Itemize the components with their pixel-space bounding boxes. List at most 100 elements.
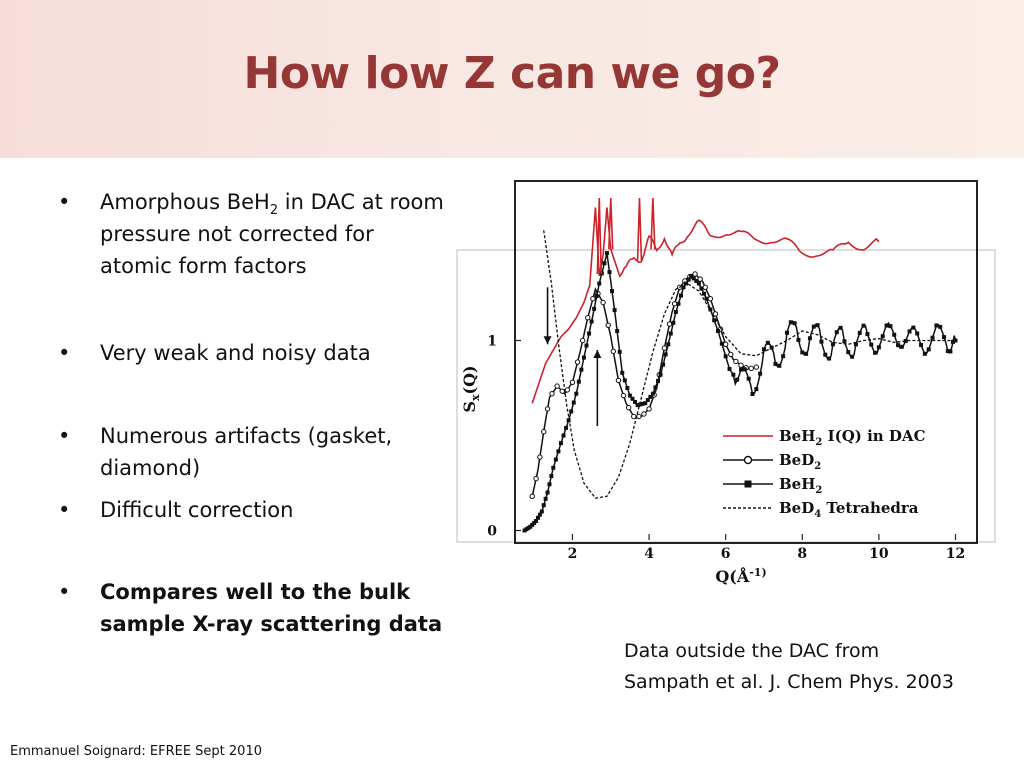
data-point — [541, 503, 546, 508]
x-tick-label: 6 — [721, 546, 731, 562]
legend-label-sub: 2 — [815, 437, 822, 448]
data-point — [733, 358, 739, 365]
data-point — [666, 321, 673, 327]
data-point — [627, 393, 632, 398]
data-point — [553, 457, 558, 462]
x-tick-label: 4 — [644, 546, 654, 562]
data-point — [712, 311, 719, 317]
legend-label: BeH2 — [779, 475, 822, 496]
data-point — [708, 307, 713, 312]
data-point — [748, 365, 754, 372]
data-point — [615, 377, 622, 384]
data-point — [597, 281, 602, 286]
y-axis-title-sub: x — [469, 394, 482, 401]
data-point — [815, 323, 820, 328]
data-point — [541, 429, 547, 435]
artifact-spike — [636, 197, 643, 261]
bullet-dot: • — [58, 341, 71, 365]
series-line-0 — [531, 207, 880, 404]
bullet-text: Very weak and noisy data — [100, 341, 371, 365]
legend-label-rest: I(Q) in DAC — [822, 427, 925, 445]
data-point — [869, 342, 874, 347]
data-point — [529, 493, 535, 499]
data-point — [888, 324, 893, 329]
data-point — [559, 388, 565, 394]
data-point — [823, 352, 828, 357]
artifact-spike — [650, 197, 656, 250]
data-point — [666, 342, 671, 347]
data-point — [620, 392, 627, 399]
down-arrow-head — [543, 336, 552, 345]
data-point — [589, 319, 594, 324]
data-point — [569, 409, 574, 414]
data-point — [636, 413, 642, 420]
x-axis-title: Q(Å-1) — [715, 565, 766, 586]
data-point — [788, 320, 793, 325]
caption-line: Data outside the DAC from — [624, 640, 880, 662]
data-point — [750, 391, 755, 396]
data-point — [701, 291, 706, 296]
caption-line: Sampath et al. J. Chem Phys. 2003 — [624, 671, 954, 693]
data-point — [827, 356, 832, 361]
data-point — [610, 348, 617, 354]
data-point — [564, 387, 571, 393]
data-point — [610, 289, 615, 294]
bullet-text: Amorphous BeH2 in DAC at room pressure n… — [100, 190, 444, 278]
data-point — [934, 323, 939, 328]
data-point — [641, 411, 647, 417]
data-point — [640, 401, 645, 406]
data-point — [648, 394, 653, 399]
data-point — [807, 336, 812, 341]
data-point — [537, 454, 543, 460]
data-point — [896, 343, 901, 348]
data-point — [739, 367, 743, 372]
data-point — [594, 294, 599, 299]
legend-marker — [743, 455, 753, 465]
data-point — [650, 391, 655, 396]
data-point — [658, 372, 663, 377]
data-point — [631, 413, 637, 420]
data-point — [574, 359, 581, 365]
data-point — [549, 391, 555, 397]
data-point — [704, 296, 709, 301]
data-point — [696, 281, 701, 286]
legend-label-sub: 2 — [815, 485, 822, 496]
data-point — [834, 330, 839, 335]
data-point — [702, 284, 708, 291]
data-point — [633, 399, 638, 404]
data-point — [653, 385, 658, 390]
data-point — [699, 286, 704, 291]
data-point — [738, 362, 744, 368]
data-point — [686, 277, 691, 282]
data-point — [643, 401, 648, 406]
slide-title: How low Z can we go? — [243, 48, 782, 99]
data-point — [615, 329, 620, 333]
slide-footer: Emmanuel Soignard: EFREE Sept 2010 — [10, 744, 262, 759]
data-point — [617, 349, 622, 354]
artifact-spike — [596, 197, 602, 275]
data-point — [784, 330, 789, 335]
data-point — [796, 337, 801, 342]
bullet-dot: • — [58, 580, 71, 604]
data-point — [576, 379, 581, 384]
data-point — [919, 342, 924, 347]
data-point — [692, 271, 698, 277]
data-point — [605, 322, 611, 329]
data-point — [545, 490, 550, 495]
data-point — [592, 306, 597, 311]
data-point — [907, 329, 912, 334]
data-point — [846, 350, 851, 355]
data-point — [819, 339, 824, 344]
legend-label: BeD4 Tetrahedra — [779, 499, 919, 520]
data-point — [661, 362, 666, 367]
data-point — [558, 441, 563, 446]
data-point — [554, 383, 560, 389]
bullet-text: Numerous artifacts (gasket, diamond) — [100, 424, 393, 480]
y-tick-label: 1 — [487, 334, 497, 350]
data-point — [811, 324, 816, 329]
data-point — [585, 315, 591, 321]
data-point — [800, 350, 805, 355]
data-point — [587, 331, 592, 336]
data-point — [678, 293, 683, 298]
data-point — [581, 355, 586, 360]
